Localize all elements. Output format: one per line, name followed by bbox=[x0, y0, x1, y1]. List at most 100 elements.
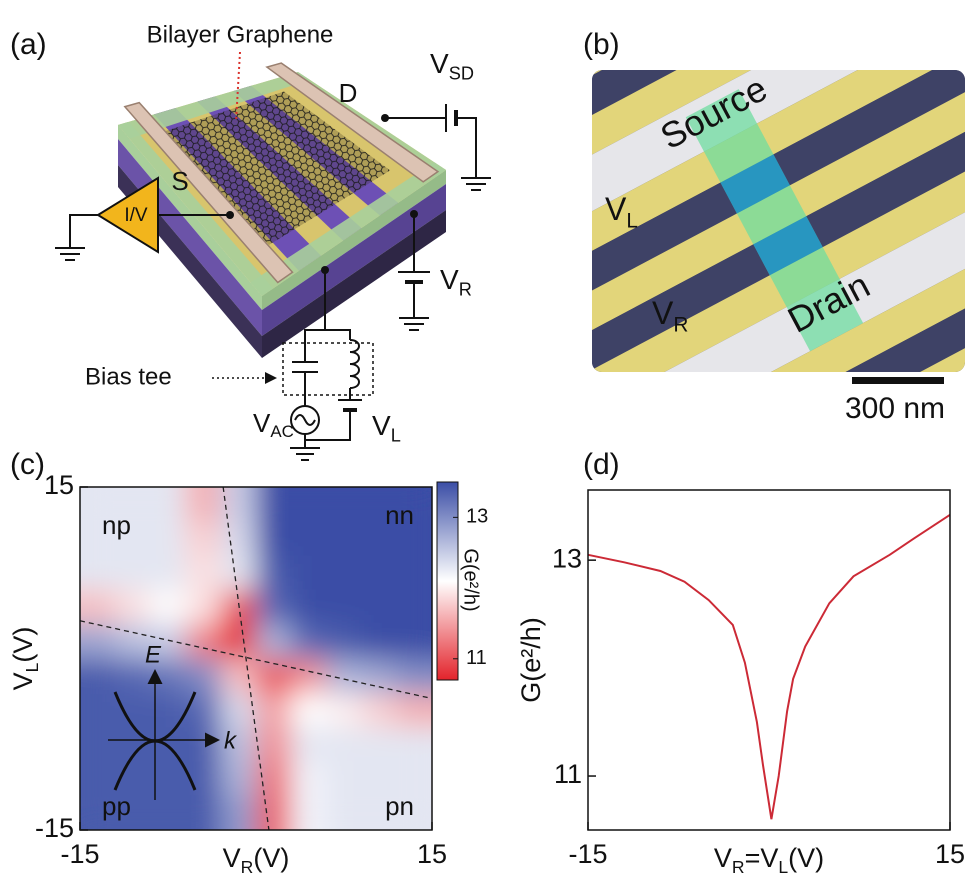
heatmap-cell bbox=[221, 659, 257, 694]
y-axis-label-part: L bbox=[22, 662, 42, 672]
colorbar-tick-label: 13 bbox=[466, 506, 488, 528]
x-axis-label-part: L bbox=[778, 857, 788, 877]
heatmap-cell bbox=[326, 761, 362, 796]
heatmap-cell bbox=[80, 693, 116, 728]
y-axis-label-part: V bbox=[8, 672, 38, 690]
annotation: VSD bbox=[430, 48, 474, 83]
colorbar bbox=[437, 482, 458, 680]
heatmap-cell bbox=[291, 727, 327, 762]
x-axis-label-part: V bbox=[714, 843, 732, 873]
x-tick-label: -15 bbox=[60, 839, 99, 869]
heatmap-cell bbox=[362, 659, 398, 694]
y-tick-label: -15 bbox=[35, 813, 74, 843]
heatmap-cell bbox=[186, 556, 222, 591]
heatmap-cell bbox=[397, 659, 433, 694]
annotation: Bilayer Graphene bbox=[147, 21, 334, 48]
heatmap-cell bbox=[221, 556, 257, 591]
annotation: I/V bbox=[124, 205, 148, 226]
heatmap-cell bbox=[256, 624, 292, 659]
heatmap-cell bbox=[80, 556, 116, 591]
region-label: nn bbox=[385, 500, 414, 530]
annotation-part: V bbox=[652, 295, 674, 331]
heatmap-cell bbox=[291, 556, 327, 591]
heatmap-cells bbox=[80, 487, 433, 831]
x-axis-label-part: (V) bbox=[253, 843, 289, 873]
heatmap bbox=[80, 487, 433, 831]
heatmap-cell bbox=[80, 659, 116, 694]
heatmap-cell bbox=[256, 590, 292, 625]
heatmap-cell bbox=[397, 590, 433, 625]
heatmap-cell bbox=[326, 521, 362, 556]
inset-label: k bbox=[224, 727, 238, 754]
heatmap-cell bbox=[291, 659, 327, 694]
x-axis-label-part: V bbox=[223, 843, 241, 873]
plot-frame bbox=[588, 490, 950, 830]
heatmap-cell bbox=[221, 487, 257, 522]
x-axis-label: VR(V) bbox=[223, 843, 290, 877]
annotation: D bbox=[339, 78, 358, 108]
annotation-part: SD bbox=[449, 63, 474, 83]
y-tick-label: 13 bbox=[552, 543, 582, 573]
heatmap-cell bbox=[256, 796, 292, 831]
annotation-part: V bbox=[253, 408, 271, 438]
heatmap-cell bbox=[186, 624, 222, 659]
inset-label: E bbox=[145, 641, 162, 668]
heatmap-cell bbox=[150, 796, 186, 831]
heatmap-cell bbox=[326, 556, 362, 591]
heatmap-cell bbox=[150, 761, 186, 796]
data-line bbox=[588, 515, 950, 819]
annotation-part: V bbox=[372, 410, 391, 441]
heatmap-cell bbox=[256, 487, 292, 522]
annotation-part: AC bbox=[270, 422, 293, 441]
heatmap-cell bbox=[186, 796, 222, 831]
annotation: Bias tee bbox=[85, 363, 172, 390]
heatmap-cell bbox=[256, 556, 292, 591]
region-label: pp bbox=[102, 791, 131, 821]
heatmap-cell bbox=[221, 761, 257, 796]
panel-label: (d) bbox=[583, 448, 620, 481]
heatmap-cell bbox=[150, 727, 186, 762]
heatmap-cell bbox=[186, 659, 222, 694]
heatmap-cell bbox=[256, 521, 292, 556]
heatmap-cell bbox=[186, 590, 222, 625]
heatmap-cell bbox=[221, 624, 257, 659]
annotation-part: V bbox=[605, 191, 627, 227]
colorbar-tick-label: 11 bbox=[466, 647, 487, 669]
heatmap-cell bbox=[80, 727, 116, 762]
heatmap-cell bbox=[115, 556, 151, 591]
x-axis-label-part: (V) bbox=[788, 843, 824, 873]
heatmap-cell bbox=[256, 761, 292, 796]
region-label: pn bbox=[385, 791, 414, 821]
heatmap-cell bbox=[326, 624, 362, 659]
x-tick-label: -15 bbox=[568, 839, 607, 869]
heatmap-cell bbox=[256, 727, 292, 762]
heatmap-cell bbox=[291, 624, 327, 659]
y-tick-label: 11 bbox=[554, 759, 582, 789]
y-axis-label-part: (V) bbox=[8, 627, 38, 663]
annotation-part: R bbox=[459, 279, 472, 299]
heatmap-cell bbox=[186, 521, 222, 556]
y-axis-label: VL(V) bbox=[8, 627, 42, 691]
device-illustration bbox=[118, 63, 446, 358]
heatmap-cell bbox=[291, 796, 327, 831]
x-axis-label-part: =V bbox=[745, 843, 779, 873]
scale-bar bbox=[852, 377, 944, 384]
heatmap-cell bbox=[362, 590, 398, 625]
x-tick-label: 15 bbox=[935, 839, 965, 869]
panel-label: (a) bbox=[10, 28, 47, 61]
heatmap-cell bbox=[326, 659, 362, 694]
heatmap-cell bbox=[326, 693, 362, 728]
y-axis-label: G(e²/h) bbox=[516, 617, 546, 703]
x-axis-label-part: R bbox=[241, 857, 254, 877]
heatmap-cell bbox=[186, 487, 222, 522]
annotation-part: L bbox=[626, 209, 638, 232]
heatmap-cell bbox=[80, 624, 116, 659]
heatmap-cell bbox=[221, 693, 257, 728]
heatmap-cell bbox=[221, 796, 257, 831]
annotation-part: V bbox=[430, 48, 449, 79]
heatmap-cell bbox=[221, 521, 257, 556]
heatmap-cell bbox=[115, 693, 151, 728]
y-tick-label: 15 bbox=[44, 470, 74, 500]
annotation: VR bbox=[440, 264, 472, 299]
heatmap-cell bbox=[291, 487, 327, 522]
